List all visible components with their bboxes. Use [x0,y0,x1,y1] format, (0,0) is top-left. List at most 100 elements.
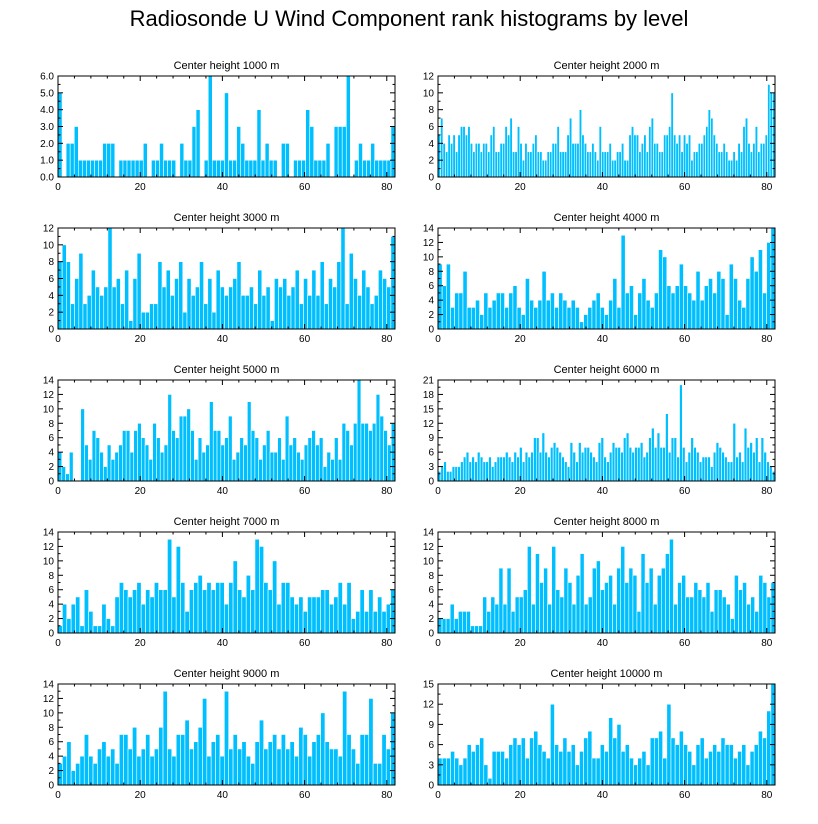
histogram-bar [469,143,473,178]
histogram-bar [567,582,573,634]
histogram-bar [680,151,684,178]
histogram-bar [740,461,745,482]
histogram-bar [628,134,632,178]
histogram-bar [637,757,643,786]
histogram-bar [187,159,193,178]
x-tick-label: 80 [381,638,393,649]
histogram-bar [554,744,559,786]
y-tick-label: 18 [423,390,435,401]
histogram-bar [297,159,302,178]
x-tick-label: 80 [761,638,773,649]
y-tick-label: 8 [428,267,434,278]
histogram-bar [123,589,129,634]
histogram-bar [379,415,384,482]
histogram-bar [254,538,260,634]
histogram-bar [127,748,133,786]
histogram-bar [613,159,617,178]
histogram-bar [305,109,311,178]
histogram-bar [375,394,381,482]
histogram-bar [137,422,142,482]
panel-title: Center height 7000 m [174,516,280,528]
histogram-bar [462,126,466,178]
y-tick-label: 14 [43,376,55,387]
histogram-bar [545,757,551,786]
histogram-bar [285,143,290,178]
histogram-bar [510,611,516,634]
histogram-bar [250,430,256,482]
histogram-bar [525,278,530,330]
histogram-bar [769,466,773,482]
histogram-bar [381,734,387,786]
histogram-bar [746,603,751,634]
histogram-bar [648,437,652,482]
y-tick-label: 0 [428,781,434,792]
histogram-bar [264,143,270,178]
histogram-bar [552,442,557,482]
histogram-bar [95,286,100,330]
histogram-bar [219,286,225,330]
panel-title: Center height 1000 m [174,60,280,72]
histogram-bar [497,151,501,178]
histogram-bar [258,459,263,482]
histogram-bar [674,744,680,786]
histogram-bar [486,611,492,634]
histogram-bar [631,451,635,482]
histogram-bar [658,151,662,178]
histogram-bar [167,159,172,178]
histogram-bar [98,159,103,178]
histogram-bar [750,596,755,634]
y-tick-label: 6 [48,737,54,748]
histogram-bar [762,143,766,178]
histogram-bar [708,278,713,330]
histogram-bar [753,744,759,786]
histogram-bar [544,451,548,482]
histogram-bar [320,712,326,786]
histogram-bar [616,151,620,178]
y-tick-label: 0 [48,325,54,336]
histogram-bar [167,538,173,634]
histogram-bar [364,734,370,786]
histogram-bar [114,763,120,786]
histogram-bar [575,461,579,482]
histogram-bar [648,126,652,178]
histogram-bar [635,134,640,178]
histogram-bar [649,307,655,330]
histogram-bar [263,748,269,786]
histogram-bar [749,442,753,482]
histogram-bar [724,314,730,330]
x-tick-label: 80 [381,334,393,345]
histogram-bar [105,618,111,634]
histogram-bar [216,159,221,178]
histogram-bar [628,447,633,482]
x-tick-label: 20 [515,638,527,649]
histogram-bar [101,741,107,786]
histogram-bar [263,582,269,634]
histogram-bar [212,430,218,482]
histogram-bar [190,430,195,482]
histogram-bar [662,447,666,482]
histogram-bar [762,292,767,330]
histogram-bar [645,299,651,330]
histogram-bar [559,151,563,178]
y-tick-label: 0 [428,477,434,488]
histogram-bar [441,618,447,634]
histogram-bar [245,574,251,634]
histogram-bar [487,307,493,330]
panel-title: Center height 3000 m [174,212,280,224]
histogram-bar [244,295,250,330]
histogram-bar [514,151,518,178]
histogram-bar [118,734,124,786]
histogram-bar [317,159,323,178]
histogram-bar [589,451,593,482]
histogram-bar [662,757,668,786]
histogram-bar [179,143,185,178]
histogram-bar [445,151,449,178]
x-tick-label: 0 [435,486,441,497]
histogram-bar [61,466,66,482]
y-tick-label: 4 [48,291,54,302]
histogram-bar [294,269,300,330]
histogram-bar [758,574,764,634]
histogram-bar [666,703,672,786]
histogram-bar [285,582,291,634]
